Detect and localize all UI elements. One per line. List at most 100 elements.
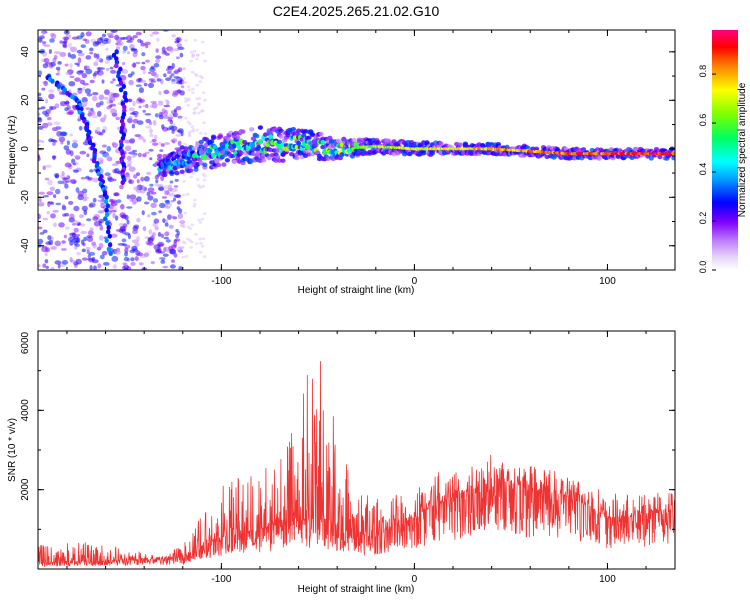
spectrogram-band-halo — [339, 152, 345, 158]
spectrogram-noise-cell — [133, 224, 140, 229]
spectrogram-noise-cell — [164, 99, 169, 103]
spectrogram-noise-cell — [38, 37, 43, 43]
spectrogram-noise-cell — [51, 33, 57, 40]
spectrogram-noise-cell — [106, 32, 114, 36]
spectrogram-noise-cell — [151, 138, 157, 142]
spectrogram-noise-cell — [157, 232, 162, 237]
spectrogram-band-halo — [217, 134, 223, 139]
spectrogram-noise-cell — [194, 232, 198, 236]
spectrogram-noise-cell — [145, 240, 151, 245]
spectrogram-noise-cell — [95, 127, 101, 132]
spectrogram-noise-cell — [85, 68, 93, 75]
spectrogram-noise-cell — [194, 106, 199, 109]
spectrogram-noise-cell — [182, 67, 186, 71]
spectrogram-band-halo — [285, 133, 291, 138]
spectrogram-band-cell — [320, 139, 326, 145]
spectrogram-noise-cell — [93, 52, 98, 59]
spectrogram-noise-cell — [61, 240, 66, 244]
spectrogram-noise-cell — [101, 250, 108, 256]
spectrogram-noise-cell — [131, 123, 135, 129]
colorbar-label: Normalized spectral amplitude — [737, 82, 748, 217]
spectrogram-noise-cell — [168, 215, 175, 219]
spectrogram-band-halo — [534, 146, 540, 151]
spectrogram-noise-cell — [132, 100, 136, 107]
spectrogram-band-halo — [216, 162, 222, 168]
spectrogram-noise-cell — [50, 106, 57, 110]
spectrogram-band-halo — [429, 151, 435, 156]
spectrogram-noise-cell — [198, 221, 203, 224]
spectrogram-noise-cell — [177, 247, 183, 252]
spectrogram-noise-cell — [84, 65, 89, 70]
spectrogram-noise-cell — [176, 200, 182, 205]
spectrogram-noise-cell — [163, 236, 169, 240]
spectrogram-noise-cell — [126, 51, 131, 55]
spectrogram-noise-cell — [124, 145, 132, 152]
spectrogram-band-cell — [301, 141, 307, 147]
spectrogram-noise-cell — [86, 153, 90, 157]
spectrogram-band-halo — [318, 131, 324, 137]
spectrogram-noise-cell — [44, 177, 50, 181]
spectrogram-noise-cell — [80, 32, 85, 38]
spectrogram-noise-cell — [116, 126, 121, 131]
spectrogram-noise-cell — [83, 236, 88, 242]
spectrogram-noise-cell — [189, 59, 193, 63]
spectrogram-noise-cell — [195, 83, 200, 87]
spectrogram-noise-cell — [119, 184, 124, 190]
spectrogram-noise-cell — [175, 228, 179, 233]
spectrogram-noise-cell — [82, 188, 88, 194]
spectrogram-streak-cell — [105, 203, 111, 209]
spectrogram-noise-cell — [46, 191, 54, 196]
spectrogram-noise-cell — [109, 198, 114, 203]
spectrogram-band-halo — [261, 158, 267, 163]
snr-panel: -100 0 100 2000 4000 6000 Height of straight … — [7, 330, 676, 595]
spectrogram-noise-cell — [141, 61, 146, 65]
spectrogram-noise-cell — [65, 226, 70, 230]
spectrogram-noise-cell — [99, 150, 107, 154]
spectrogram-noise-cell — [140, 176, 145, 182]
spectrogram-noise-cell — [177, 115, 183, 119]
spectrogram-band-halo — [294, 155, 300, 161]
spectrogram-noise-cell — [126, 117, 133, 124]
spectrogram-noise-cell — [64, 107, 69, 112]
spectrogram-band-halo — [231, 159, 237, 165]
spectrogram-frame — [37, 29, 676, 271]
spectrogram-noise-cell — [184, 81, 188, 84]
spectrogram-noise-cell — [155, 179, 159, 184]
spectrogram-marks — [38, 30, 675, 270]
spectrogram-noise-cell — [145, 44, 149, 49]
spectrogram-noise-cell — [143, 176, 150, 182]
spectrogram-noise-cell — [174, 40, 180, 44]
spectrogram-noise-cell — [89, 47, 94, 52]
spectrogram-noise-cell — [160, 143, 165, 147]
spectrogram-streak-cell — [122, 104, 127, 110]
spectrogram-noise-cell — [145, 125, 152, 129]
spectrogram-noise-cell — [128, 107, 135, 112]
spectrogram-noise-cell — [169, 120, 173, 125]
spectrogram-noise-cell — [144, 113, 152, 116]
spectrogram-noise-cell — [101, 129, 106, 134]
spectrogram-noise-cell — [127, 266, 132, 270]
spectrogram-x-label: Height of straight line (km) — [298, 285, 415, 296]
spectrogram-noise-cell — [198, 237, 202, 241]
spectrogram-noise-cell — [111, 255, 119, 262]
spectrogram-noise-cell — [48, 49, 53, 54]
spectrogram-noise-cell — [113, 93, 119, 98]
spectrogram-noise-cell — [49, 186, 56, 191]
spectrogram-band-halo — [167, 160, 173, 166]
spectrogram-noise-cell — [154, 134, 158, 140]
spectrogram-noise-cell — [140, 40, 144, 44]
spectrogram-noise-cell — [44, 98, 49, 104]
spectrogram-noise-cell — [72, 139, 78, 143]
spectrogram-noise-cell — [160, 260, 166, 264]
spectrogram-noise-cell — [115, 116, 120, 121]
spectrogram-band-halo — [210, 135, 217, 141]
spectrogram-streak-cell — [56, 84, 61, 89]
spectrogram-streak-cell — [50, 78, 55, 84]
spectrogram-noise-cell — [76, 49, 83, 54]
spectrogram-noise-cell — [153, 63, 160, 68]
spectrogram-noise-cell — [61, 171, 65, 176]
spectrogram-streak-cell — [120, 180, 125, 186]
spectrogram-noise-cell — [148, 71, 152, 75]
spectrogram-noise-cell — [60, 141, 64, 145]
spectrogram-noise-cell — [149, 104, 155, 108]
